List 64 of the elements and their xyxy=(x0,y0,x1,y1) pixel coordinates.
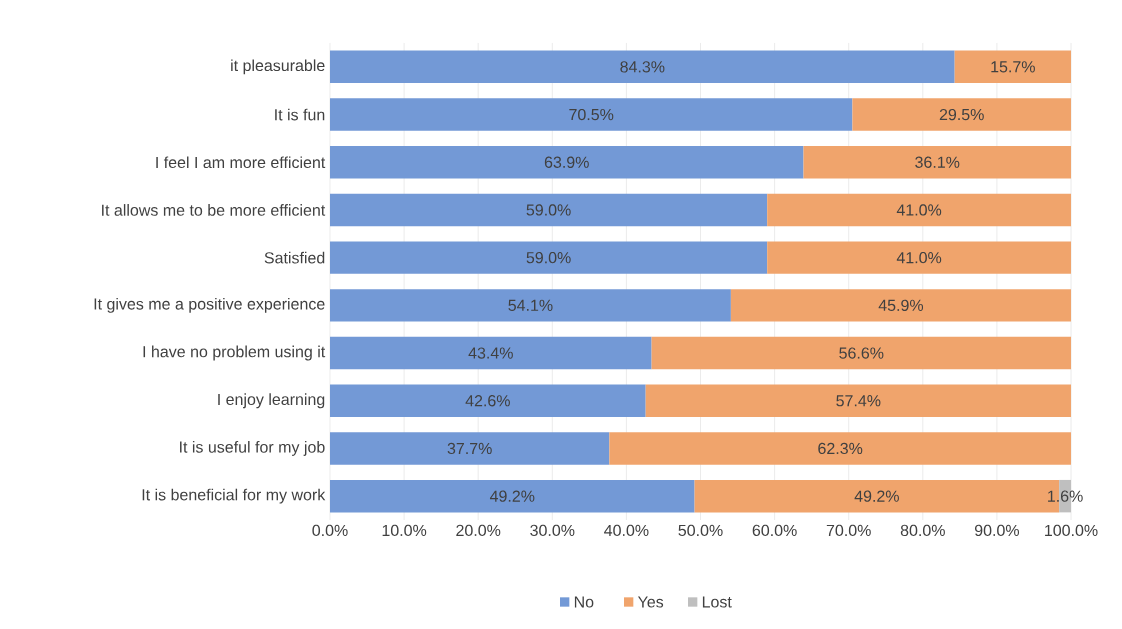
data-label: 15.7% xyxy=(991,61,1035,73)
x-tick-label: 10.0% xyxy=(382,524,427,537)
data-label: 57.4% xyxy=(836,395,881,407)
bar xyxy=(767,241,1072,274)
bar xyxy=(330,146,804,179)
x-tick-label: 40.0% xyxy=(604,524,649,537)
legend-label: Lost xyxy=(702,596,732,608)
data-label: 59.0% xyxy=(526,204,571,216)
bar xyxy=(330,98,853,131)
bar xyxy=(330,241,768,274)
bar xyxy=(330,336,652,370)
x-tick-label: 90.0% xyxy=(974,524,1020,537)
bar xyxy=(651,336,1072,370)
data-label: 63.9% xyxy=(544,156,589,168)
y-tick-label: I feel I am more efficient xyxy=(156,156,326,169)
data-label: 42.6% xyxy=(465,395,510,407)
data-label: 49.2% xyxy=(854,490,899,502)
bar xyxy=(803,146,1072,179)
data-label: 45.9% xyxy=(878,299,924,311)
x-tick-label: 80.0% xyxy=(900,524,945,537)
bar xyxy=(330,193,768,227)
x-tick-label: 20.0% xyxy=(456,524,501,537)
data-label: 59.0% xyxy=(526,251,571,264)
y-tick-label: It allows me to be more efficient xyxy=(102,204,326,216)
bar xyxy=(330,479,695,513)
data-label: 1.6% xyxy=(1048,490,1083,502)
bar xyxy=(330,289,731,322)
x-tick-label: 100.0% xyxy=(1045,524,1098,537)
bar xyxy=(767,193,1072,227)
x-tick-label: 60.0% xyxy=(752,524,797,537)
data-label: 49.2% xyxy=(489,490,535,502)
y-tick-label: It gives me a positive experience xyxy=(94,297,325,313)
bar xyxy=(730,289,1072,322)
data-label: 70.5% xyxy=(569,108,614,121)
y-tick-label: Satisfied xyxy=(264,251,325,264)
y-tick-label: It is useful for my job xyxy=(180,441,325,456)
bar xyxy=(330,50,955,84)
y-tick-label: it pleasurable xyxy=(231,59,325,75)
legend-label: Yes xyxy=(637,596,664,608)
y-tick-label: I have no problem using it xyxy=(143,345,326,361)
data-label: 41.0% xyxy=(896,251,942,264)
data-label: 29.5% xyxy=(939,108,984,121)
bar xyxy=(852,98,1072,131)
data-label: 41.0% xyxy=(896,204,942,216)
x-tick-label: 30.0% xyxy=(530,524,575,537)
data-label: 37.7% xyxy=(447,442,492,455)
data-label: 84.3% xyxy=(620,61,665,73)
data-label: 56.6% xyxy=(839,347,884,359)
bar xyxy=(645,384,1072,417)
data-label: 36.1% xyxy=(915,156,960,168)
bar xyxy=(609,432,1072,465)
bar xyxy=(954,50,1072,84)
y-tick-label: It is fun xyxy=(275,108,325,121)
bar xyxy=(330,384,646,417)
x-tick-label: 50.0% xyxy=(678,524,723,537)
y-tick-label: It is beneficial for my work xyxy=(142,488,326,504)
data-label: 54.1% xyxy=(508,299,553,311)
legend-label: No xyxy=(574,596,594,608)
data-label: 62.3% xyxy=(818,442,863,455)
bar xyxy=(330,432,610,465)
x-tick-label: 0.0% xyxy=(312,524,348,537)
y-tick-label: I enjoy learning xyxy=(218,393,325,409)
data-label: 43.4% xyxy=(468,347,513,359)
x-tick-label: 70.0% xyxy=(826,524,871,537)
